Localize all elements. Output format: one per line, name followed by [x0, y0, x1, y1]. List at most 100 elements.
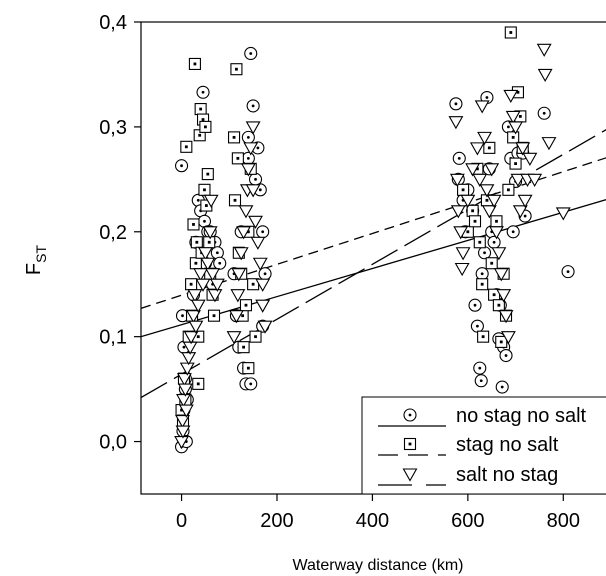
data-point	[249, 330, 262, 343]
data-point	[506, 225, 520, 239]
data-point	[242, 362, 255, 375]
data-point	[178, 404, 194, 418]
data-point	[460, 194, 476, 208]
data-point	[536, 43, 552, 57]
data-point	[174, 436, 190, 450]
x-tick-label: 400	[356, 510, 389, 532]
data-point	[537, 106, 551, 120]
data-point	[487, 235, 501, 249]
y-axis-ticks: 0,0 0,1 0,2 0,3 0,4	[99, 12, 141, 454]
data-point	[517, 194, 533, 208]
data-point	[188, 57, 201, 71]
data-point	[257, 320, 273, 334]
data-point	[239, 299, 253, 312]
data-point	[481, 205, 497, 219]
data-point	[245, 184, 261, 198]
data-point	[205, 268, 221, 282]
data-point	[555, 207, 571, 221]
data-point	[255, 278, 271, 292]
data-point	[200, 257, 216, 271]
data-point	[227, 131, 241, 144]
data-point	[181, 352, 197, 366]
legend-box	[361, 396, 606, 495]
data-point	[198, 183, 211, 196]
data-point	[176, 373, 192, 387]
data-point	[473, 236, 486, 249]
data-point	[243, 142, 259, 156]
data-point	[503, 89, 519, 104]
data-point	[248, 215, 263, 229]
data-point	[561, 265, 575, 279]
data-point	[209, 278, 225, 292]
data-point	[237, 341, 250, 354]
data-point	[483, 141, 496, 154]
legend-marker	[403, 408, 417, 422]
data-point	[499, 348, 513, 363]
data-point	[233, 247, 249, 261]
data-point	[492, 299, 505, 312]
data-point	[228, 310, 244, 324]
legend-label: stag no salt	[456, 434, 559, 456]
data-point	[240, 163, 256, 177]
legend-item-2: stag no salt	[378, 434, 559, 456]
data-point	[527, 173, 543, 187]
data-point	[179, 362, 195, 376]
data-point	[470, 319, 484, 333]
legend: no stag no salt stag no salt salt no stag	[361, 396, 606, 495]
data-point	[478, 246, 492, 260]
data-point	[241, 151, 255, 165]
data-point	[175, 425, 191, 439]
data-point	[190, 236, 203, 249]
data-point	[496, 289, 512, 303]
data-point	[193, 268, 209, 282]
data-point	[477, 330, 490, 343]
x-tick-label: 200	[260, 510, 293, 532]
data-point	[486, 194, 502, 208]
legend-marker	[403, 437, 417, 451]
data-point	[244, 46, 258, 61]
y-axis-title: FST	[23, 244, 49, 275]
data-point	[190, 299, 206, 313]
data-point	[537, 68, 553, 83]
y-tick-label: 0,3	[99, 117, 127, 139]
data-point	[256, 225, 270, 239]
y-tick-label: 0,1	[99, 327, 127, 349]
data-point	[454, 262, 470, 277]
data-point	[510, 173, 526, 187]
x-tick-label: 600	[451, 510, 484, 532]
data-point	[197, 247, 213, 261]
data-point	[455, 247, 471, 261]
data-point	[504, 26, 517, 39]
data-point	[202, 226, 218, 240]
data-point	[509, 157, 522, 170]
data-point	[230, 63, 243, 76]
y-axis-title-main: F	[23, 263, 45, 275]
data-point	[195, 278, 211, 292]
y-tick-label: 0,4	[99, 12, 127, 34]
data-point	[507, 131, 520, 144]
data-point	[185, 278, 198, 291]
data-point	[194, 103, 207, 116]
data-point	[476, 278, 489, 291]
data-point	[230, 289, 246, 303]
data-point	[474, 100, 490, 114]
data-point	[250, 236, 266, 250]
data-point	[187, 218, 200, 231]
data-point	[175, 415, 190, 429]
data-point	[452, 151, 466, 165]
data-point	[469, 142, 485, 156]
data-point	[196, 85, 210, 99]
data-point	[244, 377, 258, 391]
data-point	[192, 377, 205, 390]
data-point	[484, 163, 500, 177]
data-point	[176, 394, 191, 408]
data-point	[457, 183, 470, 196]
data-point	[515, 142, 531, 156]
data-point	[246, 99, 260, 113]
y-tick-label: 0,0	[99, 432, 127, 454]
data-point	[468, 298, 482, 312]
data-point	[505, 110, 521, 125]
data-point	[187, 289, 203, 303]
data-point	[502, 183, 515, 196]
